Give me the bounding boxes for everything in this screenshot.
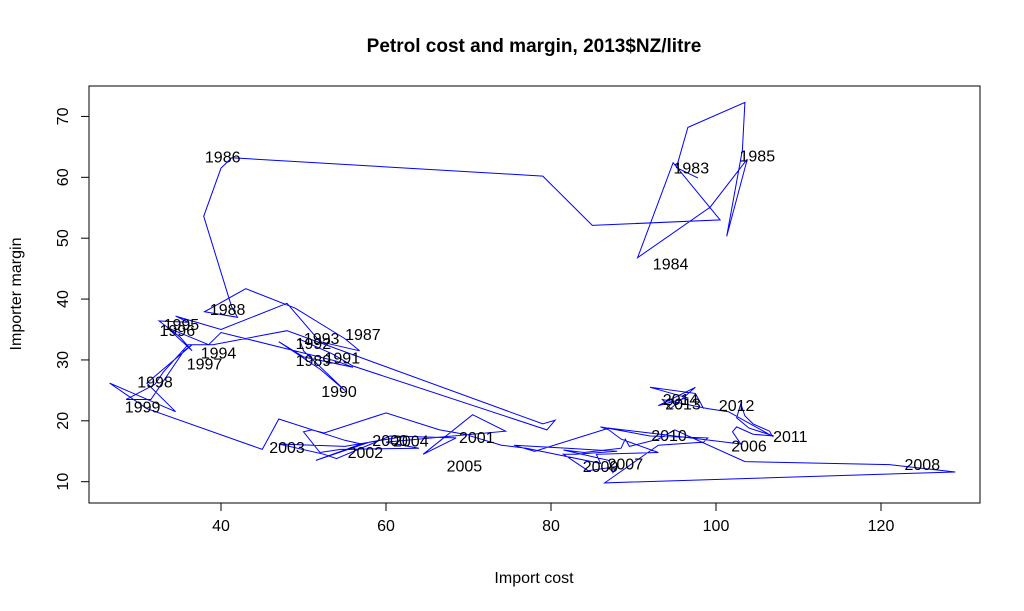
year-label-2010: 2010 bbox=[651, 428, 687, 445]
year-label-2013: 2013 bbox=[665, 396, 701, 413]
y-tick-label: 20 bbox=[55, 412, 72, 430]
x-axis-label: Import cost bbox=[494, 570, 574, 587]
year-label-1989: 1989 bbox=[296, 353, 332, 370]
year-label-1998: 1998 bbox=[137, 374, 173, 391]
y-axis: 10 20 30 40 50 60 70 bbox=[55, 107, 90, 491]
y-tick-label: 40 bbox=[55, 290, 72, 308]
year-label-1983: 1983 bbox=[674, 161, 710, 178]
year-label-2005: 2005 bbox=[447, 458, 483, 475]
year-label-2002: 2002 bbox=[348, 445, 384, 462]
year-label-2007: 2007 bbox=[608, 457, 644, 474]
x-axis: 40 60 80 100 120 bbox=[212, 502, 895, 535]
y-axis-label: Importer margin bbox=[8, 238, 25, 351]
x-tick-label: 120 bbox=[868, 518, 895, 535]
y-tick-label: 10 bbox=[55, 473, 72, 491]
year-label-2012: 2012 bbox=[719, 398, 755, 415]
year-label-1994: 1994 bbox=[201, 346, 237, 363]
year-label-1991: 1991 bbox=[325, 351, 361, 368]
year-label-2006: 2006 bbox=[731, 438, 767, 455]
year-label-1987: 1987 bbox=[345, 327, 381, 344]
year-label-1992: 1992 bbox=[296, 336, 332, 353]
series-line-margin-vs-cost bbox=[109, 101, 956, 484]
x-tick-label: 100 bbox=[703, 518, 730, 535]
y-tick-label: 70 bbox=[55, 107, 72, 125]
y-tick-label: 50 bbox=[55, 229, 72, 247]
x-tick-label: 80 bbox=[542, 518, 560, 535]
year-label-2011: 2011 bbox=[773, 429, 808, 446]
year-label-1997: 1997 bbox=[187, 357, 223, 374]
year-label-1993: 1993 bbox=[304, 331, 340, 348]
year-label-2003: 2003 bbox=[269, 440, 305, 457]
year-label-1999: 1999 bbox=[125, 399, 161, 416]
year-label-1988: 1988 bbox=[210, 302, 246, 319]
year-labels: 1983 1984 1985 1986 1987 1988 1989 1990 19911992… bbox=[125, 149, 940, 477]
year-label-1986: 1986 bbox=[205, 150, 241, 167]
y-tick-label: 60 bbox=[55, 168, 72, 186]
year-label-2008: 2008 bbox=[905, 457, 941, 474]
year-label-1984: 1984 bbox=[653, 256, 689, 273]
year-label-2004: 2004 bbox=[393, 433, 429, 450]
plot-frame bbox=[88, 85, 981, 504]
x-tick-label: 40 bbox=[212, 518, 230, 535]
year-label-2001: 2001 bbox=[459, 430, 495, 447]
year-label-1996: 1996 bbox=[160, 323, 196, 340]
year-label-2014: 2014 bbox=[663, 392, 699, 409]
year-label-2009: 2009 bbox=[583, 459, 619, 476]
year-label-1985: 1985 bbox=[740, 149, 776, 166]
chart-title: Petrol cost and margin, 2013$NZ/litre bbox=[367, 36, 702, 57]
year-label-1990: 1990 bbox=[321, 384, 357, 401]
year-label-1995: 1995 bbox=[164, 317, 200, 334]
x-tick-label: 60 bbox=[377, 518, 395, 535]
y-tick-label: 30 bbox=[55, 351, 72, 369]
year-label-2000: 2000 bbox=[372, 433, 408, 450]
